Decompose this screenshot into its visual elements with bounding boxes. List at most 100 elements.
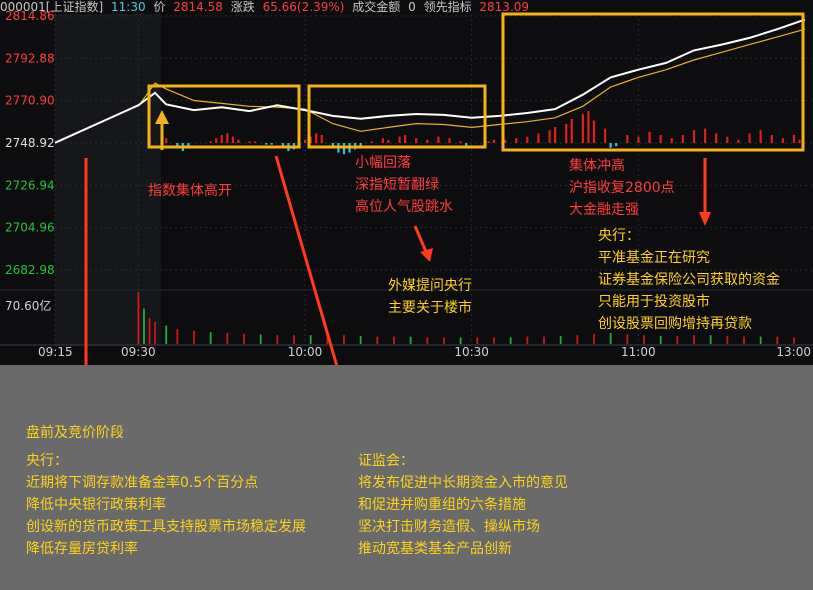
average-price-line <box>137 28 806 132</box>
indicator-bar <box>798 139 801 143</box>
indicator-bar <box>254 141 257 143</box>
csrc-item: 和促进并购重组的六条措施 <box>358 497 526 513</box>
pboc-item: 降低存量房贷利率 <box>26 541 138 557</box>
turnover-value: 0 <box>408 0 416 14</box>
indicator-bar <box>670 138 673 143</box>
volume-bar <box>676 335 679 344</box>
indicator-bar <box>626 135 629 143</box>
indicator-bar <box>609 143 612 148</box>
indicator-bar <box>404 135 407 143</box>
volume-bar <box>643 335 645 344</box>
annotation-foreign-media-line: 主要关于楼市 <box>388 300 472 316</box>
annotation-foreign-media: 外媒提问央行 主要关于楼市 <box>388 275 472 319</box>
indicator-bar <box>759 130 762 143</box>
volume-bar <box>776 336 779 344</box>
highlight-box-pullback <box>307 84 487 149</box>
volume-bar <box>154 321 156 344</box>
indicator-bar <box>415 138 418 143</box>
annotation-surge-line: 大金融走强 <box>569 202 639 218</box>
volume-bar <box>693 335 695 344</box>
annotation-pboc-right: 央行： 平准基金正在研究 证券基金保险公司获取的资金 只能用于投资股市 创设股票… <box>598 225 780 335</box>
pboc-policy-list: 央行： 近期将下调存款准备金率0.5个百分点 降低中央银行政策利率 创设新的货币… <box>26 450 306 560</box>
pboc-title: 央行： <box>26 453 68 469</box>
volume-bar <box>137 292 140 344</box>
lead-indicator-label: 领先指标 <box>423 0 472 14</box>
annotation-pullback-line: 小幅回落 <box>355 155 411 171</box>
y-tick-label: 2726.94 <box>5 178 55 192</box>
annotation-open-high: 指数集体高开 <box>148 180 232 202</box>
annotation-surge: 集体冲高 沪指收复2800点 大金融走强 <box>569 155 675 221</box>
price-value: 2814.58 <box>173 0 223 14</box>
indicator-bar <box>587 111 590 143</box>
quote-time: 11:30 <box>111 0 146 14</box>
volume-bar <box>593 333 595 344</box>
y-tick-label: 2792.88 <box>5 51 55 65</box>
indicator-bar <box>526 136 529 143</box>
arrow-to-csrc <box>274 155 339 365</box>
indicator-bar <box>387 139 390 143</box>
volume-bar <box>543 336 545 344</box>
indicator-bar <box>770 135 773 143</box>
volume-bar <box>226 332 229 344</box>
indicator-bar <box>237 139 240 143</box>
price-line <box>54 18 806 144</box>
annotation-pboc-right-line: 平准基金正在研究 <box>598 250 710 266</box>
volume-bar <box>193 330 195 344</box>
indicator-bar <box>320 135 323 143</box>
indicator-bar <box>659 135 662 143</box>
annotation-pullback-line: 高位人气股跳水 <box>355 199 453 215</box>
up-arrow-yellow <box>155 110 169 150</box>
y-tick-label: 2814.86 <box>5 9 55 23</box>
arrow-to-foreign-media <box>413 225 433 262</box>
indicator-bar <box>359 143 362 147</box>
indicator-bar <box>465 143 468 147</box>
volume-bar <box>609 332 612 344</box>
intraday-chart: 000001[上证指数] 11:30 价 2814.58 涨跌 65.66(2.… <box>0 0 813 365</box>
indicator-bar <box>554 127 557 143</box>
indicator-bar <box>565 123 568 143</box>
x-tick-label: 10:00 <box>288 345 323 359</box>
quote-header: 000001[上证指数] 11:30 价 2814.58 涨跌 65.66(2.… <box>0 0 813 14</box>
indicator-bar <box>370 141 373 143</box>
indicator-bar <box>448 138 451 143</box>
indicator-bar <box>792 135 796 143</box>
indicator-bar <box>515 138 518 143</box>
x-tick-label: 09:15 <box>38 345 73 359</box>
indicator-bar <box>248 141 251 143</box>
indicator-bar <box>548 130 551 143</box>
volume-bar <box>243 333 245 344</box>
annotation-pullback: 小幅回落 深指短暂翻绿 高位人气股跳水 <box>355 152 453 218</box>
volume-bar <box>493 337 495 344</box>
x-axis-labels: 09:15 09:30 10:00 10:30 11:00 13:00 <box>0 344 813 359</box>
annotation-surge-line: 沪指收复2800点 <box>569 180 675 196</box>
volume-bar <box>426 337 429 344</box>
csrc-item: 将发布促进中长期资金入市的意见 <box>358 475 568 491</box>
y-tick-label: 2770.90 <box>5 94 55 108</box>
indicator-bar <box>492 139 496 143</box>
indicator-bar <box>737 139 740 143</box>
indicator-bar <box>537 133 540 143</box>
volume-bar <box>293 335 295 344</box>
indicator-bar <box>487 141 490 143</box>
annotation-pboc-right-line: 只能用于投资股市 <box>598 294 710 310</box>
pre-market-shade <box>55 14 161 345</box>
indicator-bar <box>165 138 168 143</box>
arrow-to-pre-market <box>84 158 88 365</box>
volume-bar <box>509 337 512 344</box>
volume-bar <box>176 329 179 344</box>
csrc-title: 证监会： <box>358 453 414 469</box>
annotation-pboc-right-line: 证券基金保险公司获取的资金 <box>598 272 780 288</box>
indicator-bar <box>270 143 273 145</box>
highlight-box-surge <box>501 12 805 152</box>
volume-bar <box>148 318 151 344</box>
indicator-bar <box>176 143 179 148</box>
indicator-bar <box>426 139 429 143</box>
x-tick-label: 13:00 <box>776 345 811 359</box>
indicator-bar <box>331 143 334 147</box>
volume-bar <box>659 335 662 344</box>
indicator-bar <box>215 138 218 143</box>
x-tick-label: 09:30 <box>121 345 156 359</box>
csrc-item: 推动宽基类基金产品创新 <box>358 541 512 557</box>
indicator-bar <box>581 114 584 143</box>
volume-bar <box>626 334 629 344</box>
